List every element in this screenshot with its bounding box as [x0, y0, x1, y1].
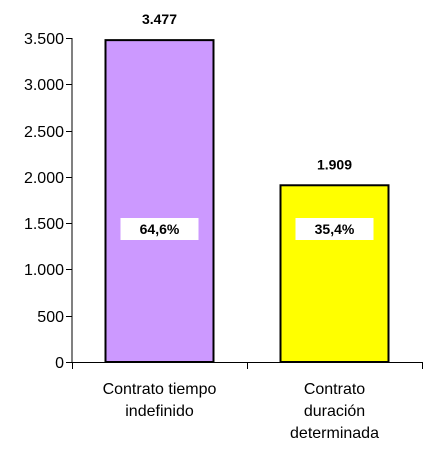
y-tick-label: 2.500 — [24, 124, 64, 141]
percent-label-box — [120, 218, 199, 240]
y-tick-label: 3.500 — [24, 31, 64, 48]
y-tick-label: 2.000 — [24, 170, 64, 187]
bar — [104, 39, 215, 363]
bar — [279, 184, 390, 363]
y-tick-label: 3.000 — [24, 77, 64, 94]
y-tick-label: 1.500 — [24, 216, 64, 233]
y-tick-label: 500 — [37, 309, 64, 326]
percent-label: 64,6% — [140, 221, 180, 237]
percent-label-box — [295, 218, 374, 240]
category-label: duración — [304, 403, 365, 420]
category-label: Contrato — [304, 381, 365, 398]
bar-value-label: 1.909 — [317, 156, 352, 172]
category-label: Contrato tiempo — [103, 381, 217, 398]
y-tick-label: 1.000 — [24, 262, 64, 279]
bar-value-label: 3.477 — [142, 11, 177, 27]
category-label: indefinido — [125, 403, 194, 420]
y-tick-label: 0 — [55, 355, 64, 372]
percent-label: 35,4% — [315, 221, 355, 237]
category-label: determinada — [290, 425, 379, 442]
